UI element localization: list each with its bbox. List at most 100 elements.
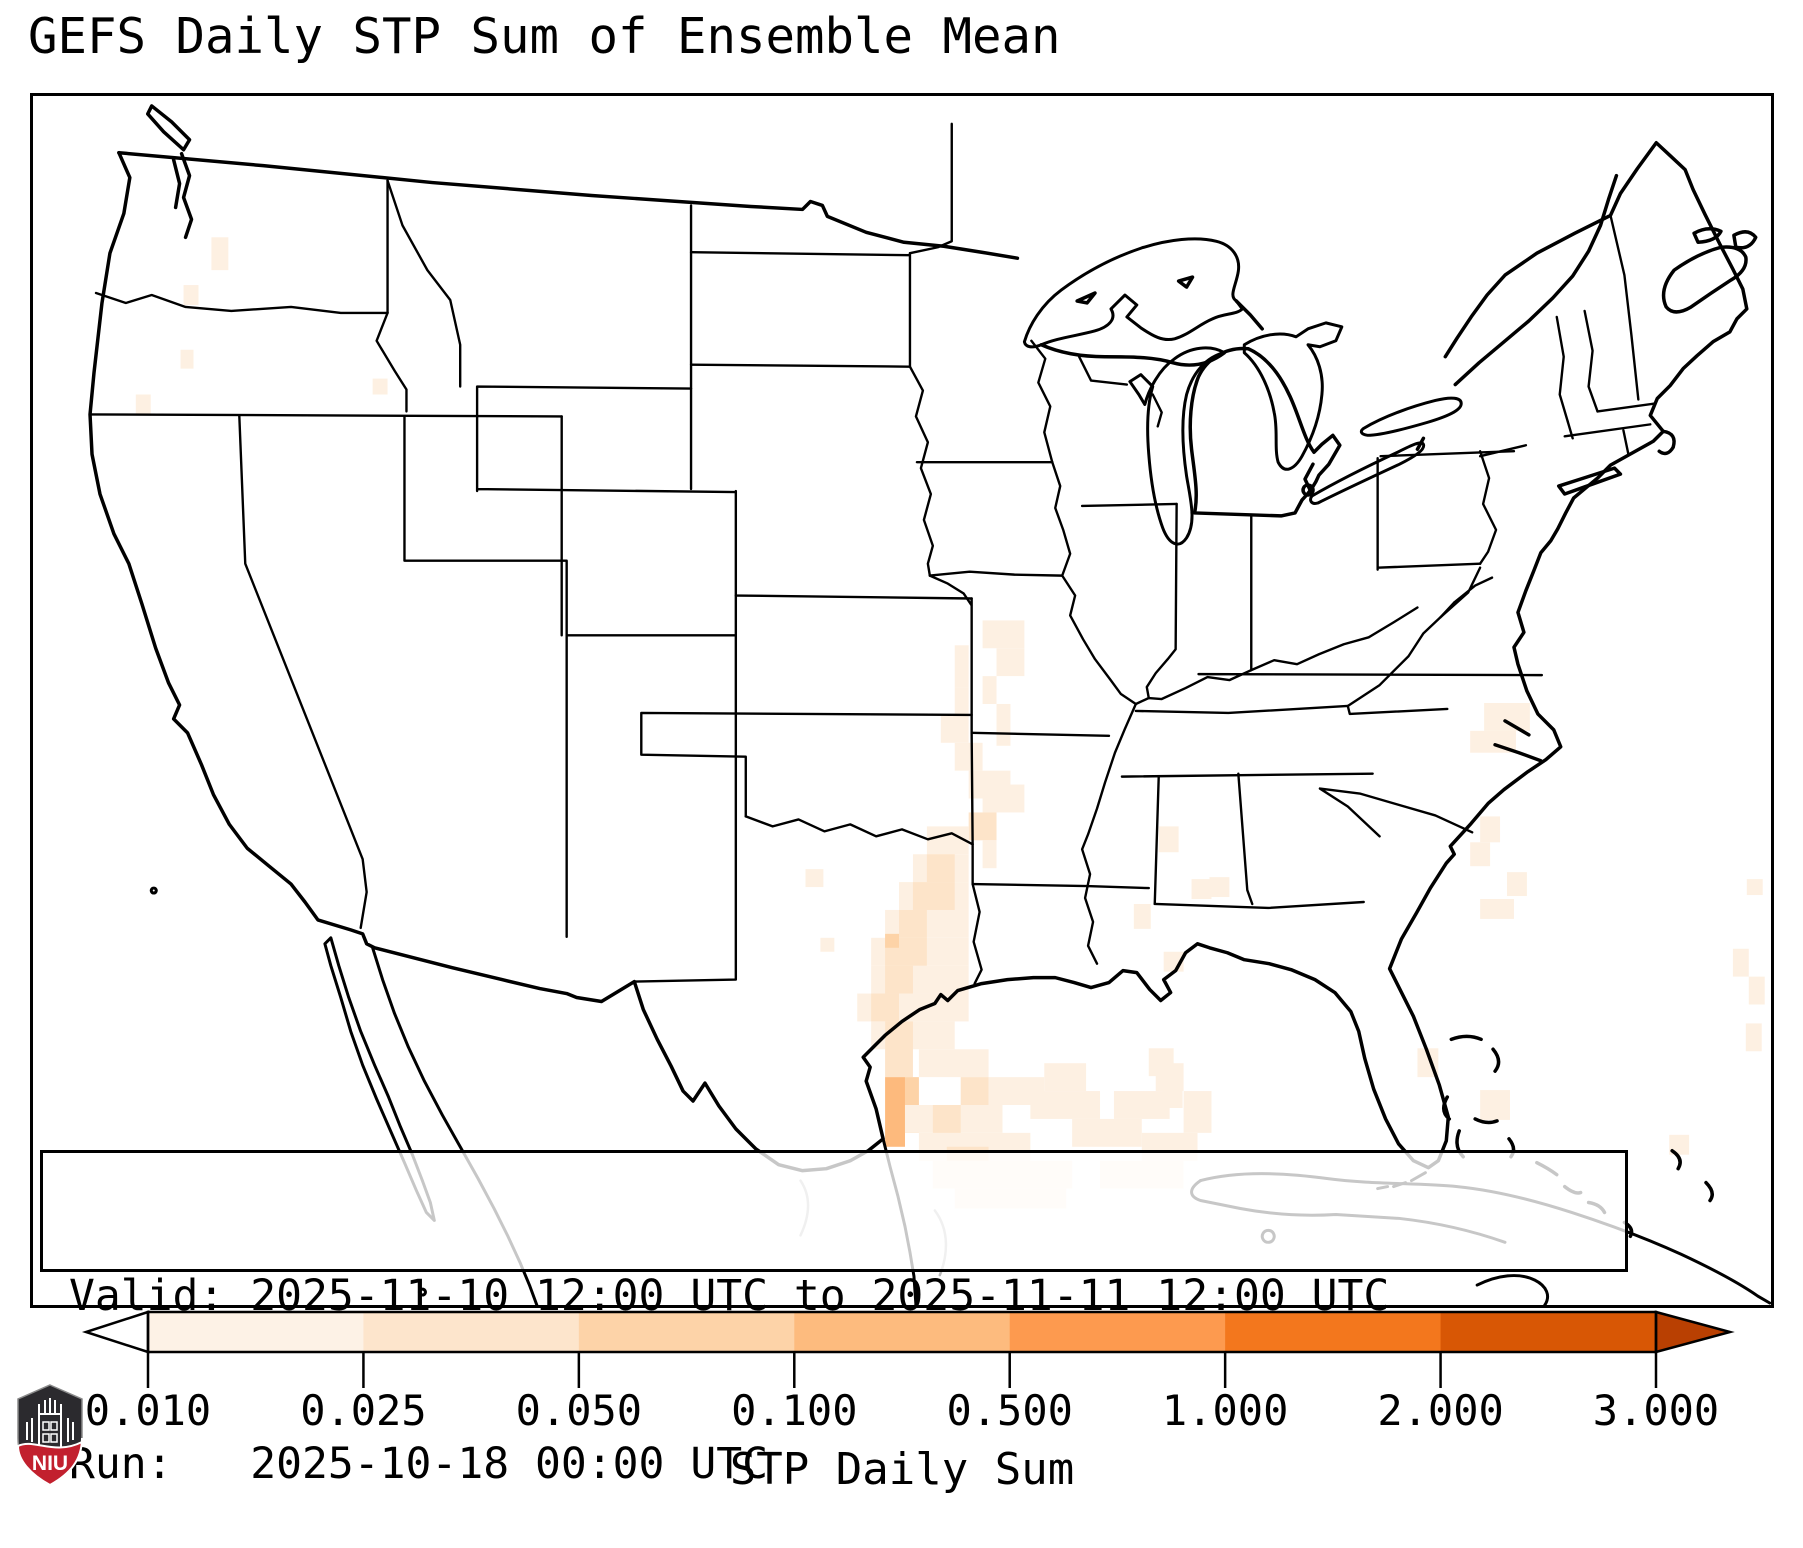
stp-cell [183, 285, 199, 305]
stp-cell [1746, 879, 1763, 896]
lake-huron [1242, 321, 1344, 471]
nova-scotia [1661, 245, 1748, 314]
prince-edward-island [1692, 227, 1723, 245]
stp-cell [885, 965, 913, 994]
stp-cell [1030, 1091, 1101, 1119]
stp-cell [954, 742, 983, 771]
upper-peninsula-shore [1039, 343, 1227, 367]
stp-cell [211, 237, 229, 271]
colorbar-tick-labels: 0.010 0.025 0.050 0.100 0.500 1.000 2.000 3.000 [0, 1386, 1803, 1442]
lake-erie [1309, 441, 1426, 505]
stp-cell [135, 394, 151, 415]
colorbar-tick-label: 2.000 [1377, 1386, 1504, 1435]
stp-cell [1072, 1118, 1142, 1147]
validity-info-box: Valid: 2025-11-10 12:00 UTC to 2025-11-1… [40, 1150, 1628, 1489]
colorbar-tick-label: 0.500 [946, 1386, 1073, 1435]
long-island [1556, 466, 1623, 496]
colorbar-tick-label: 0.050 [515, 1386, 643, 1435]
stp-cell [1480, 816, 1501, 843]
great-lakes [1022, 237, 1463, 546]
stp-cell [899, 909, 927, 938]
colorbar-segment [148, 1312, 365, 1352]
colorbar-ticks [146, 1352, 1658, 1388]
map-panel [30, 93, 1774, 1308]
st-lawrence-north-bank [1453, 173, 1619, 387]
island-dots [149, 886, 427, 1297]
lake-ontario [1359, 396, 1463, 437]
isle-royale [1075, 275, 1195, 305]
puget-sound [171, 151, 194, 240]
stp-cell [940, 714, 969, 743]
stp-cell [1209, 877, 1230, 898]
stp-cell [180, 349, 194, 369]
stp-cell [1162, 1076, 1183, 1108]
stp-cell [982, 620, 1025, 649]
lake-superior [1022, 237, 1244, 349]
stp-cell [954, 645, 969, 688]
nc-sounds [1493, 719, 1543, 763]
stp-cell [982, 676, 997, 704]
colorbar [81, 1310, 1735, 1388]
page-title: GEFS Daily STP Sum of Ensemble Mean [28, 8, 1061, 65]
cape-cod-hook [1657, 429, 1676, 456]
colorbar-segment [578, 1312, 796, 1352]
stp-cell [885, 1077, 905, 1147]
colorbar-segment [1009, 1312, 1227, 1352]
stp-cell [1158, 826, 1179, 853]
colorbar-segments [148, 1312, 1657, 1352]
colorbar-tick-label: 0.010 [84, 1386, 212, 1435]
stp-cell [982, 840, 997, 869]
stp-cell [1480, 1090, 1510, 1120]
stp-cell [885, 933, 900, 948]
colorbar-tick-label: 1.000 [1161, 1386, 1289, 1435]
stp-cell [996, 703, 1011, 746]
stp-cell [912, 882, 955, 910]
coastlines [88, 104, 1758, 1173]
colorbar-outline [146, 1310, 1658, 1354]
stp-cell [805, 869, 824, 888]
run-line: Run: 2025-10-18 00:00 UTC [69, 1439, 768, 1489]
stp-cell [960, 1077, 989, 1105]
stp-cell [1484, 702, 1530, 731]
michigan-mitten [1188, 346, 1342, 518]
border-niagara [1415, 436, 1426, 451]
stp-cell [1183, 1091, 1212, 1133]
stp-cell [1745, 1023, 1762, 1052]
stp-cell [996, 648, 1025, 677]
stp-cell [1470, 842, 1491, 867]
vancouver-island [146, 104, 192, 152]
cape-breton [1732, 230, 1758, 250]
stp-shading-cells [135, 237, 1765, 1209]
stp-cell [871, 1021, 886, 1050]
colorbar-over-arrow [1654, 1310, 1735, 1354]
stp-cell [1148, 1048, 1174, 1077]
stp-cell [1113, 1091, 1170, 1119]
colorbar-segment [794, 1312, 1011, 1352]
colorbar-tick-label: 0.100 [731, 1386, 858, 1435]
stp-cell [1506, 872, 1527, 897]
stp-cell [1748, 976, 1765, 1005]
colorbar-segment [1440, 1312, 1657, 1352]
state-borders [88, 122, 1657, 985]
colorbar-tick-label: 3.000 [1592, 1386, 1720, 1435]
stp-cell [954, 687, 969, 715]
stp-cell [820, 937, 835, 952]
stp-cell [1191, 879, 1212, 900]
stp-cell [372, 378, 388, 395]
stp-cell [1669, 1134, 1690, 1155]
niu-logo: NIU [16, 1384, 83, 1487]
stp-cell [918, 1049, 989, 1078]
colorbar-segment [363, 1312, 580, 1352]
colorbar-segment [1225, 1312, 1442, 1352]
lake-st-clair [1301, 483, 1315, 497]
stp-cell [1133, 903, 1151, 929]
stp-cell [982, 784, 1025, 813]
border-49n [117, 150, 1020, 260]
niu-logo-text: NIU [32, 1452, 68, 1475]
colorbar-tick-label: 0.025 [300, 1386, 427, 1435]
stp-cell [932, 1104, 961, 1133]
stp-cell [1480, 899, 1514, 919]
valid-line: Valid: 2025-11-10 12:00 UTC to 2025-11-1… [69, 1271, 1390, 1321]
yucatan-tip [1475, 1274, 1549, 1305]
conus-map [88, 104, 1771, 1305]
